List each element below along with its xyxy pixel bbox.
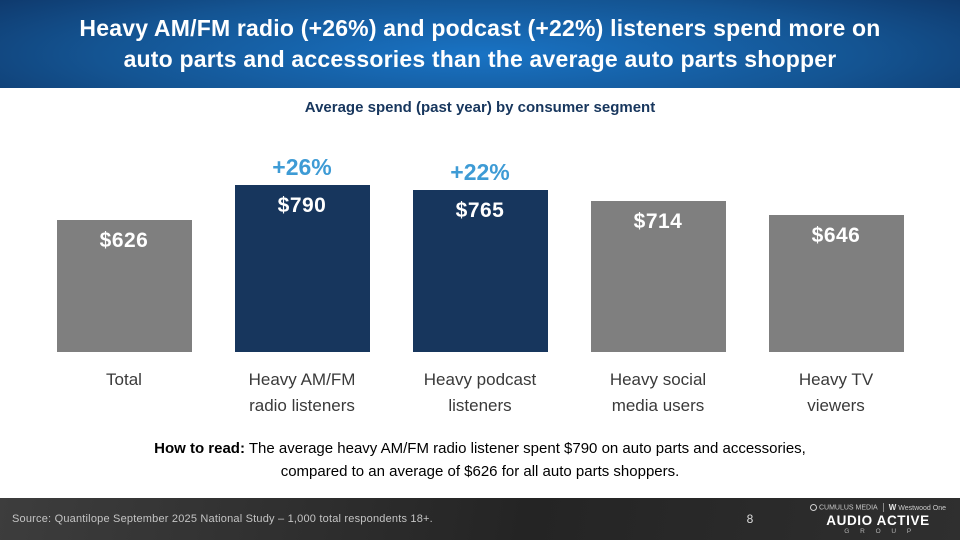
slide-title: Heavy AM/FM radio (+26%) and podcast (+2… xyxy=(0,13,960,75)
slide-title-line2: auto parts and accessories than the aver… xyxy=(123,46,837,72)
audio-active-group-logo: CUMULUS MEDIA Westwood One AUDIO ACTIVE … xyxy=(809,503,946,535)
bar-column: $714 xyxy=(569,145,747,352)
bar-value-label: $765 xyxy=(455,199,505,222)
group-wordmark: G R O U P xyxy=(844,528,916,535)
slide-title-line1: Heavy AM/FM radio (+26%) and podcast (+2… xyxy=(79,15,881,41)
bar-column: +26% $790 xyxy=(213,145,391,352)
westwood-one-logo: Westwood One xyxy=(889,503,946,512)
how-to-read-line1: The average heavy AM/FM radio listener s… xyxy=(248,440,806,457)
bar-column: $626 xyxy=(35,145,213,352)
category-label: Heavy AM/FM radio listeners xyxy=(248,370,356,415)
category-label: Heavy social media users xyxy=(609,370,707,415)
chart-title: Average spend (past year) by consumer se… xyxy=(304,99,656,116)
bar-chart: $626 +26% $790 +22% $765 $714 $646 xyxy=(35,145,925,352)
bar-column: $646 xyxy=(747,145,925,352)
bar: $714 xyxy=(590,201,726,352)
bar-value-label: $626 xyxy=(99,229,149,252)
logo-brands-row: CUMULUS MEDIA Westwood One xyxy=(809,503,946,512)
delta-label: +22% xyxy=(450,159,510,185)
bar-value-label: $790 xyxy=(277,194,327,217)
source-text: Source: Quantilope September 2025 Nation… xyxy=(12,513,433,525)
bar: $790 xyxy=(234,185,370,352)
cumulus-circle-icon xyxy=(809,503,817,511)
category-label: Total xyxy=(106,370,142,389)
header-banner: Heavy AM/FM radio (+26%) and podcast (+2… xyxy=(0,0,960,88)
footer-bar: Source: Quantilope September 2025 Nation… xyxy=(0,498,960,540)
bar: $646 xyxy=(768,215,904,352)
category-label: Heavy podcast listeners xyxy=(423,370,537,415)
delta-label: +26% xyxy=(272,154,332,180)
cumulus-media-logo: CUMULUS MEDIA xyxy=(809,503,878,511)
how-to-read-label: How to read: xyxy=(154,440,245,457)
logo-divider xyxy=(882,503,884,512)
category-labels: Total Heavy AM/FM radio listeners Heavy po… xyxy=(35,367,925,419)
how-to-read-line2: compared to an average of $626 for all a… xyxy=(280,463,680,480)
bar: $765 xyxy=(412,190,548,352)
bar-column: +22% $765 xyxy=(391,145,569,352)
page-number: 8 xyxy=(746,512,754,526)
category-label: Heavy TV viewers xyxy=(798,370,874,415)
how-to-read-note: How to read: The average heavy AM/FM rad… xyxy=(0,437,960,483)
bar-value-label: $714 xyxy=(633,210,683,233)
bar-value-label: $646 xyxy=(811,224,861,247)
audio-active-wordmark: AUDIO ACTIVE xyxy=(826,513,930,528)
bar: $626 xyxy=(56,220,192,352)
